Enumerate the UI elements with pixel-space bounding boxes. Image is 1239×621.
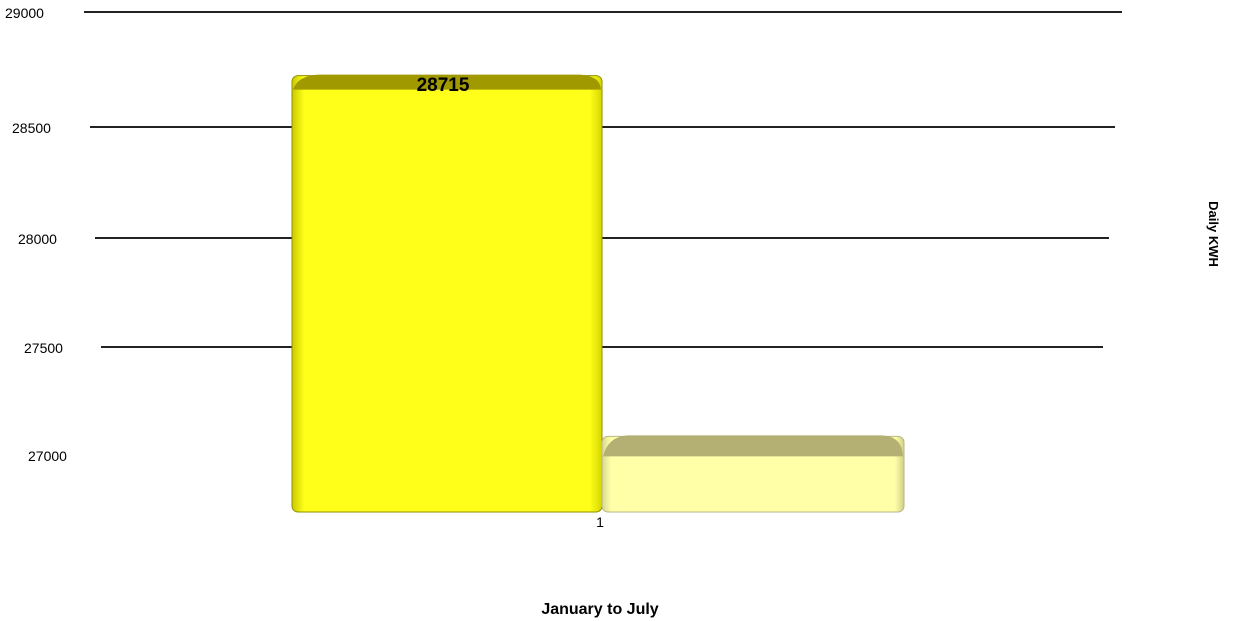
x-axis-title: January to July: [541, 601, 658, 618]
bar-series-1: [292, 76, 602, 512]
y-tick-label: 27000: [28, 448, 67, 464]
y-tick-label: 28000: [18, 231, 57, 247]
y-axis-title: Daily KWH: [1206, 201, 1221, 267]
y-tick-label: 27500: [24, 340, 63, 356]
bar-data-label: 28715: [417, 75, 470, 96]
bars: [292, 75, 904, 512]
x-tick-label: 1: [596, 514, 604, 530]
y-tick-label: 28500: [12, 120, 51, 136]
y-axis-ticks: 29000 28500 28000 27500 27000: [5, 5, 67, 464]
gridlines: [84, 12, 1122, 347]
y-tick-label: 29000: [5, 5, 44, 21]
bar-top-series-2: [603, 435, 903, 456]
